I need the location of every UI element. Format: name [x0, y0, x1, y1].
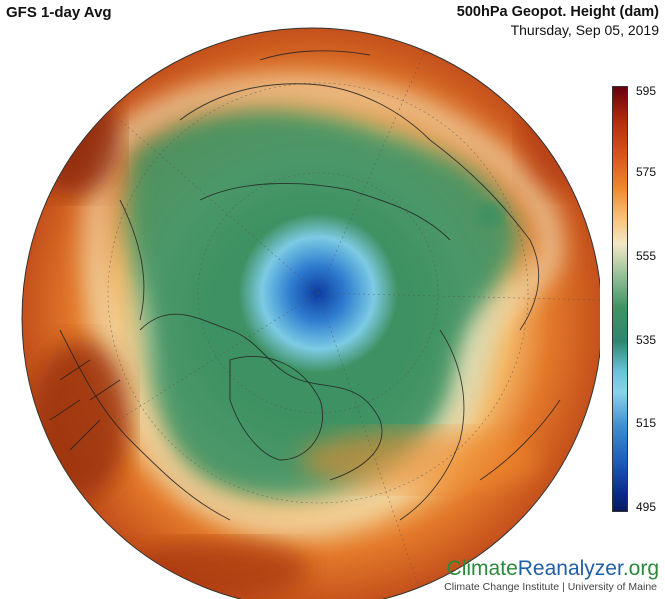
- coastlines: [49, 50, 561, 521]
- colorbar-tick: 575: [636, 165, 657, 179]
- height-field: [22, 28, 600, 599]
- model-title: GFS 1-day Avg: [6, 4, 112, 21]
- variable-title: 500hPa Geopot. Height (dam): [456, 4, 659, 20]
- colorbar: [612, 86, 628, 512]
- brand-logo[interactable]: ClimateReanalyzer.org: [447, 558, 659, 580]
- colorbar-tick: 555: [636, 249, 657, 263]
- colorbar-tick: 495: [636, 500, 657, 514]
- brand-part-climate: Climate: [446, 557, 518, 580]
- colorbar-tick: 535: [636, 333, 657, 347]
- date-label: Thursday, Sep 05, 2019: [510, 22, 659, 38]
- brand-part-reanalyzer: Reanalyzer: [517, 557, 623, 580]
- colorbar-tick: 515: [636, 416, 657, 430]
- polar-globe-map: [21, 27, 600, 599]
- institution-credit: Climate Change Institute | University of…: [444, 581, 657, 593]
- graticule: [39, 39, 600, 591]
- globe-outline: [21, 27, 600, 599]
- colorbar-tick: 595: [636, 84, 657, 98]
- brand-part-org: .org: [622, 557, 659, 580]
